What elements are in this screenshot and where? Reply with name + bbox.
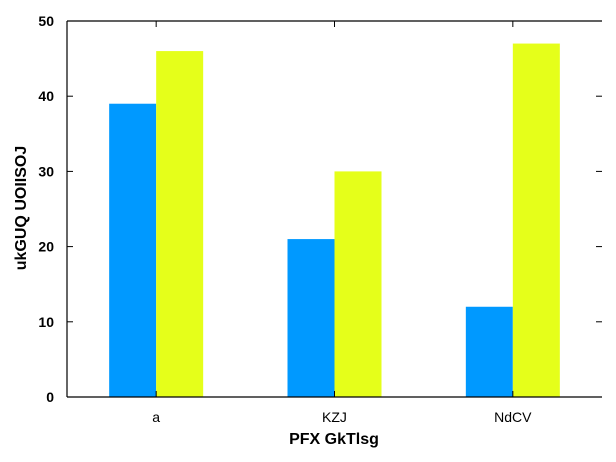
y-tick-label-40: 40 [38, 88, 54, 104]
plot-area: 0 10 20 30 40 50 a KZJ NdCV [38, 13, 602, 425]
y-tick-label-30: 30 [38, 163, 54, 179]
x-tick-label-a: a [152, 409, 160, 425]
bar-ndcv-series-1 [465, 306, 513, 397]
y-tick-label-0: 0 [46, 389, 54, 405]
bar-ndcv-series-2 [512, 43, 560, 398]
bar-a-series-2 [156, 51, 204, 398]
x-axis-title: PFX GkTlsg [289, 431, 379, 448]
y-tick-label-50: 50 [38, 13, 54, 29]
bar-kzj-series-2 [334, 171, 382, 397]
x-tick-label-ndcv: NdCV [494, 409, 532, 425]
y-axis-title: ukGUQ UOIISOJ [13, 146, 30, 270]
x-tick-label-kzj: KZJ [322, 409, 347, 425]
bar-kzj-series-1 [287, 239, 335, 397]
bar-a-series-1 [109, 103, 157, 397]
y-tick-label-20: 20 [38, 239, 54, 255]
y-tick-label-10: 10 [38, 314, 54, 330]
